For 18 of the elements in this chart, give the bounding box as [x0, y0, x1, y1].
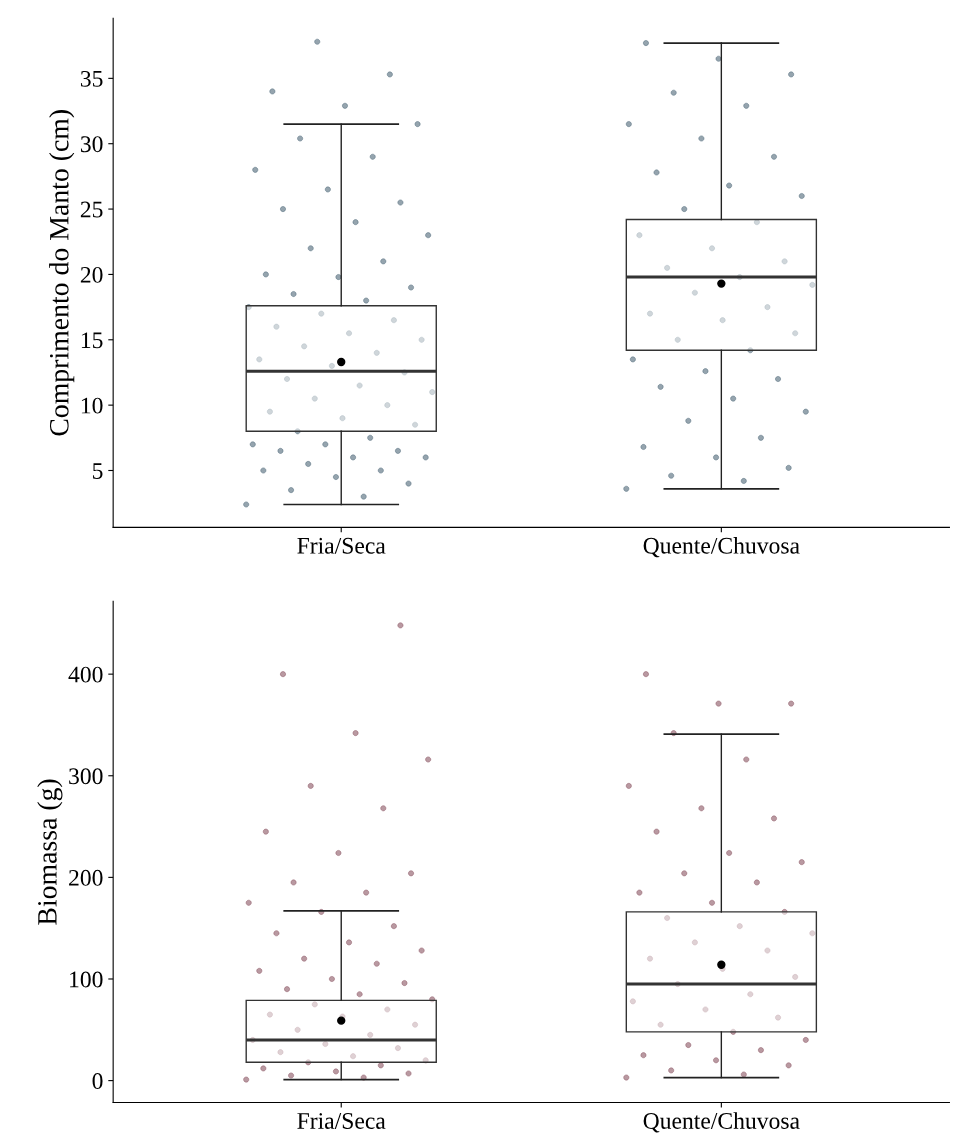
- y-tick-label: 0: [92, 1073, 103, 1090]
- x-tick-label: Quente/Chuvosa: [643, 1112, 800, 1133]
- y-tick-label: 300: [69, 768, 103, 785]
- x-tick-label: Fria/Seca: [297, 1113, 386, 1129]
- y-tick-label: 30: [80, 136, 103, 153]
- y-tick-label: 35: [80, 70, 103, 87]
- y-axis-title: Comprimento do Manto (cm): [49, 110, 75, 436]
- y-tick-label: 200: [69, 869, 103, 886]
- x-tick-label: Quente/Chuvosa: [643, 537, 800, 558]
- y-axis-title: Biomassa (g): [37, 779, 63, 925]
- y-tick-label: 25: [80, 201, 103, 218]
- y-tick-label: 20: [80, 266, 103, 283]
- y-tick-label: 100: [70, 971, 103, 988]
- y-tick-label: 15: [81, 332, 103, 349]
- x-tick-label: Fria/Seca: [297, 537, 386, 554]
- y-tick-label: 10: [81, 397, 103, 414]
- y-tick-label: 400: [68, 666, 103, 683]
- y-tick-label: 5: [93, 463, 103, 479]
